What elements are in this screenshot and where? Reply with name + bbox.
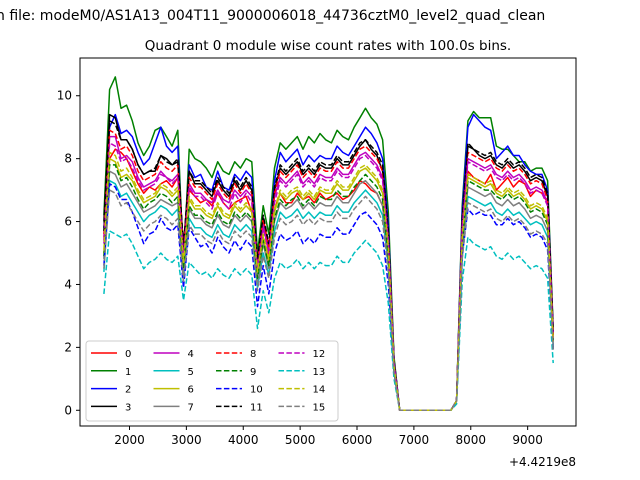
y-tick-label: 8 <box>64 152 72 166</box>
legend-label: 4 <box>188 349 194 360</box>
legend-label: 7 <box>188 402 194 413</box>
x-tick-label: 8000 <box>455 433 486 447</box>
legend-label: 0 <box>125 349 131 360</box>
legend-label: 12 <box>313 349 326 360</box>
y-axis: 0 2 4 6 8 10 <box>57 89 80 417</box>
legend-label: 3 <box>125 402 131 413</box>
x-axis-offset-label: +4.4219e8 <box>509 455 576 469</box>
x-tick-label: 9000 <box>512 433 543 447</box>
series-line-11 <box>103 120 554 412</box>
x-tick-label: 5000 <box>285 433 316 447</box>
x-tick-label: 2000 <box>114 433 145 447</box>
y-tick-label: 10 <box>57 89 72 103</box>
legend-label: 11 <box>250 402 263 413</box>
legend-label: 15 <box>313 402 326 413</box>
series-line-14 <box>103 151 554 412</box>
legend-label: 10 <box>250 385 263 396</box>
legend-label: 6 <box>188 385 194 396</box>
x-tick-label: 4000 <box>228 433 259 447</box>
figure-suptitle: n file: modeM0/AS1A13_004T11_9000006018_… <box>0 8 545 24</box>
plot-area: 2000 3000 4000 5000 6000 7000 8000 9000 0246810… <box>57 57 577 469</box>
series-lines <box>103 76 554 412</box>
series-line-7 <box>103 170 554 412</box>
y-tick-label: 2 <box>64 340 72 354</box>
legend-label: 1 <box>125 367 131 378</box>
x-axis: 2000 3000 4000 5000 6000 7000 8000 9000 <box>114 426 543 447</box>
series-line-15 <box>103 189 554 412</box>
legend-label: 13 <box>313 367 326 378</box>
legend-label: 8 <box>250 349 256 360</box>
x-tick-label: 6000 <box>342 433 373 447</box>
chart-title: Quadrant 0 module wise count rates with … <box>145 38 511 54</box>
x-tick-label: 7000 <box>399 433 430 447</box>
legend-label: 9 <box>250 367 256 378</box>
y-tick-label: 0 <box>64 403 72 417</box>
legend-frame <box>85 340 339 422</box>
series-line-13 <box>103 230 554 412</box>
x-tick-label: 3000 <box>171 433 202 447</box>
y-tick-label: 4 <box>64 277 72 291</box>
y-tick-label: 6 <box>64 215 72 229</box>
axes-frame <box>79 57 577 427</box>
legend-label: 5 <box>188 367 194 378</box>
legend-label: 2 <box>125 385 131 396</box>
legend-label: 14 <box>313 385 326 396</box>
